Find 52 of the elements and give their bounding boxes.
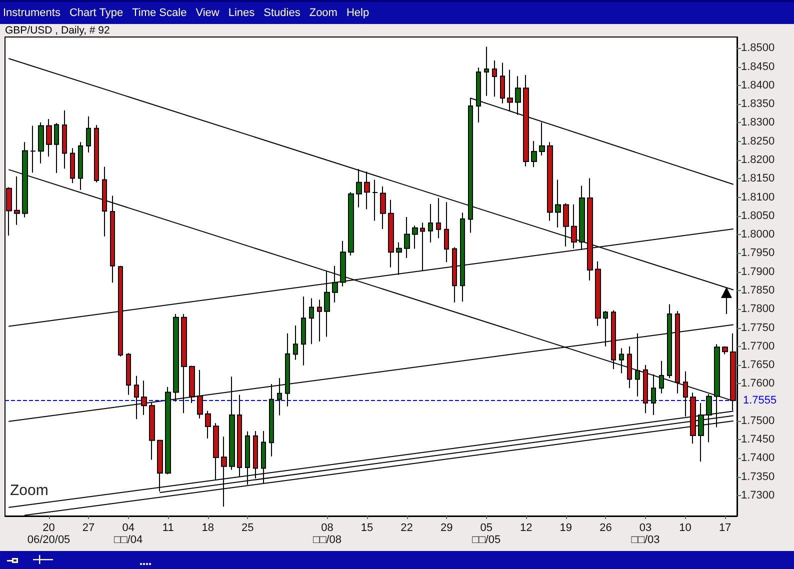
x-tick-label: 19 [560,522,572,534]
y-tick-label: 1.7950 [741,247,775,260]
x-tick-label: 18 [202,522,214,534]
y-tick-label: 1.7600 [741,378,775,390]
y-tick-label: 1.8100 [741,191,775,204]
y-tick-label: 1.7400 [741,452,775,464]
y-tick-label: 1.7700 [741,340,775,352]
x-tick-label: 25 [242,522,254,534]
y-tick-label: 1.8400 [741,79,775,92]
x-tick-label: 22 [400,522,413,534]
x-tick-label: 11 [162,522,174,534]
y-tick-label: 1.7800 [741,303,775,316]
text: Time Scale [132,7,187,19]
text: View [196,7,220,19]
y-tick-label: 1.8350 [741,98,775,110]
x-tick-label: 17 [718,522,732,534]
y-tick-label: 1.8050 [741,210,775,222]
annotation: Zoom [10,482,48,499]
x-tick-label: 08 □□/08 [312,522,342,546]
y-tick-label: 1.8200 [741,154,775,166]
ref-line-label: 1.7555 [743,394,777,406]
x-tick-label: 12 [520,522,532,534]
y-tick-label: 1.7750 [741,322,775,334]
y-tick-label: 1.8150 [741,172,775,185]
text: Studies [264,7,300,19]
y-tick-label: 1.7300 [741,490,775,502]
x-tick-label: 27 [82,522,95,534]
x-tick-label: 10 [679,522,692,534]
text: Zoom [309,7,338,19]
chart-title: GBP/USD , Daily, # 92 [5,24,110,36]
y-tick-label: 1.7650 [741,359,775,372]
x-tick-label: 15 [360,522,374,534]
text: Chart Type [69,7,124,19]
y-tick-label: 1.8250 [741,135,775,148]
text: Lines [228,7,255,19]
x-tick-label: 29 [440,522,453,534]
x-tick-label: 04 □□/04 [114,522,143,546]
y-tick-label: 1.7450 [741,434,775,446]
text: Help [346,7,370,19]
y-tick-label: 1.7350 [741,470,775,483]
y-tick-label: 1.8450 [741,60,775,73]
text: Instruments [3,7,60,19]
y-tick-label: 1.8500 [741,42,775,54]
y-tick-label: 1.8000 [741,228,775,241]
y-tick-label: 1.7900 [741,266,775,278]
y-tick-label: 1.7850 [741,284,775,296]
y-tick-label: 1.8300 [741,116,775,129]
y-tick-label: 1.7500 [741,414,775,427]
x-tick-label: 05 □□/05 [472,522,501,546]
x-tick-label: 03 □□/03 [631,522,660,546]
x-tick-label: 20 06/20/05 [27,522,70,546]
x-tick-label: 26 [600,522,612,534]
